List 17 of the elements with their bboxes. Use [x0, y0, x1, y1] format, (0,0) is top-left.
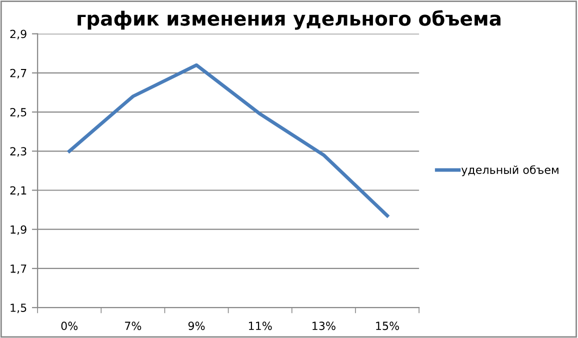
y-tick-label: 2,3	[10, 147, 26, 157]
y-tick-label: 2,9	[10, 30, 26, 40]
x-tick-label: 11%	[248, 322, 272, 330]
x-tick-label: 7%	[125, 322, 142, 330]
x-tick-label: 13%	[312, 322, 336, 330]
y-tick-label: 2,7	[10, 68, 26, 78]
x-tick-label: 0%	[61, 322, 78, 330]
x-tick-label: 9%	[188, 322, 205, 330]
x-tick-label: 15%	[376, 322, 399, 330]
line-series	[68, 63, 389, 218]
y-tick-label: 2,1	[10, 186, 26, 196]
y-tick-label: 1,5	[10, 304, 26, 314]
legend-label: удельный объем	[461, 165, 558, 176]
y-tick-label: 1,9	[10, 225, 26, 235]
y-tick-label: 2,5	[10, 108, 26, 118]
chart-title: график изменения удельного объема	[78, 10, 500, 30]
y-tick-label: 1,7	[10, 264, 26, 274]
